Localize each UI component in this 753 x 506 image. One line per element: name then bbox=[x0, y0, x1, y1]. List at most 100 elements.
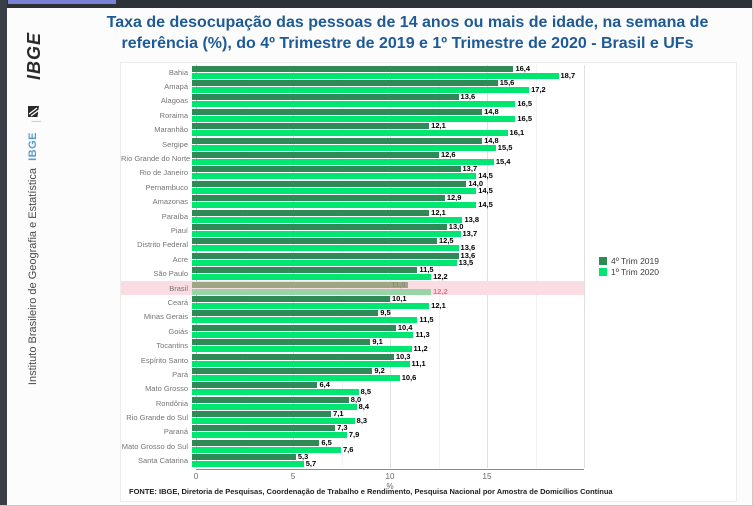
bar-line: 12,1 bbox=[192, 208, 584, 216]
gridline bbox=[244, 65, 246, 468]
bar-1trim-2020[interactable] bbox=[192, 360, 410, 367]
gridlines bbox=[196, 65, 585, 468]
bar-1trim-2020[interactable] bbox=[192, 302, 430, 309]
bar-4trim-2019[interactable] bbox=[192, 281, 408, 288]
bar-1trim-2020[interactable] bbox=[192, 418, 355, 425]
bar-4trim-2019[interactable] bbox=[192, 195, 445, 202]
bar-value-label: 15,5 bbox=[497, 142, 513, 152]
bar-value-label: 12,5 bbox=[439, 236, 454, 246]
chart-row: Santa Catarina 5,3 5,7 bbox=[121, 453, 584, 469]
bar-value-label: 9,5 bbox=[380, 308, 391, 318]
bar-1trim-2020[interactable] bbox=[192, 288, 432, 295]
bar-1trim-2020[interactable] bbox=[192, 446, 341, 453]
bar-1trim-2020[interactable] bbox=[192, 346, 412, 353]
bar-group: 9,2 10,6 bbox=[192, 366, 584, 381]
bar-line: 18,7 bbox=[192, 71, 584, 79]
bar-1trim-2020[interactable] bbox=[192, 101, 516, 108]
bar-1trim-2020[interactable] bbox=[192, 389, 359, 396]
bar-line: 16,4 bbox=[192, 64, 584, 72]
bar-4trim-2019[interactable] bbox=[192, 123, 430, 130]
bar-value-label: 11,3 bbox=[415, 329, 430, 339]
bar-1trim-2020[interactable] bbox=[192, 130, 508, 137]
category-label: Mato Grosso bbox=[145, 384, 188, 394]
bar-1trim-2020[interactable] bbox=[192, 202, 477, 209]
bar-4trim-2019[interactable] bbox=[192, 454, 296, 461]
bar-4trim-2019[interactable] bbox=[192, 152, 439, 159]
bar-1trim-2020[interactable] bbox=[192, 144, 496, 151]
chart-row: Minas Gerais 9,5 11,5 bbox=[121, 308, 584, 324]
bar-4trim-2019[interactable] bbox=[192, 166, 461, 173]
bar-4trim-2019[interactable] bbox=[192, 324, 396, 331]
bar-4trim-2019[interactable] bbox=[192, 223, 447, 230]
bar-1trim-2020[interactable] bbox=[192, 187, 477, 194]
chart-row: Sergipe 14,8 15,5 bbox=[121, 136, 584, 152]
bar-1trim-2020[interactable] bbox=[192, 259, 457, 266]
category-label: Paraíba bbox=[161, 211, 188, 221]
bar-4trim-2019[interactable] bbox=[192, 267, 418, 274]
bar-line: 14,0 bbox=[192, 179, 584, 187]
chart-row: Mato Grosso 6,4 8,5 bbox=[121, 381, 584, 397]
bar-value-label: 8,5 bbox=[360, 387, 372, 397]
bar-4trim-2019[interactable] bbox=[192, 396, 349, 403]
legend-entry: 4º Trim 2019 bbox=[599, 255, 659, 266]
chart: Bahia 16,4 18,7 Amapá 15,6 17,2 Alagoas 13,6 16,… bbox=[120, 62, 737, 502]
bar-4trim-2019[interactable] bbox=[192, 295, 390, 302]
bar-4trim-2019[interactable] bbox=[192, 425, 336, 432]
bar-4trim-2019[interactable] bbox=[192, 80, 498, 87]
bar-1trim-2020[interactable] bbox=[192, 403, 357, 410]
bar-1trim-2020[interactable] bbox=[192, 432, 347, 439]
sidebar-brand-name: Instituto Brasileiro de Geografia e Esta… bbox=[27, 168, 39, 386]
bar-1trim-2020[interactable] bbox=[192, 317, 418, 324]
bar-value-label: 6,5 bbox=[321, 437, 332, 447]
bar-1trim-2020[interactable] bbox=[192, 216, 463, 223]
chart-row: Ceará 10,1 12,1 bbox=[121, 294, 584, 310]
bar-value-label: 13,8 bbox=[464, 214, 480, 224]
bar-value-label: 5,7 bbox=[305, 459, 317, 469]
bar-4trim-2019[interactable] bbox=[192, 209, 430, 216]
bar-1trim-2020[interactable] bbox=[192, 461, 304, 468]
bar-4trim-2019[interactable] bbox=[192, 339, 371, 346]
bar-4trim-2019[interactable] bbox=[192, 65, 514, 72]
bar-value-label: 12,1 bbox=[431, 300, 446, 310]
category-label: Rio de Janeiro bbox=[139, 168, 188, 178]
bar-4trim-2019[interactable] bbox=[192, 108, 483, 115]
bar-4trim-2019[interactable] bbox=[192, 382, 318, 389]
bar-4trim-2019[interactable] bbox=[192, 310, 379, 317]
chart-row: Maranhão 12,1 16,1 bbox=[121, 122, 584, 137]
bar-1trim-2020[interactable] bbox=[192, 87, 530, 94]
bar-1trim-2020[interactable] bbox=[192, 115, 516, 122]
bar-1trim-2020[interactable] bbox=[192, 274, 432, 281]
bar-4trim-2019[interactable] bbox=[192, 353, 394, 360]
bar-line: 7,3 bbox=[192, 424, 584, 432]
bar-4trim-2019[interactable] bbox=[192, 180, 467, 187]
legend-entry: 1º Trim 2020 bbox=[599, 266, 659, 277]
bar-4trim-2019[interactable] bbox=[192, 252, 459, 259]
legend-label: 4º Trim 2019 bbox=[611, 255, 659, 266]
bar-value-label: 8,3 bbox=[356, 416, 368, 426]
bar-1trim-2020[interactable] bbox=[192, 72, 559, 79]
bar-1trim-2020[interactable] bbox=[192, 245, 459, 252]
bar-4trim-2019[interactable] bbox=[192, 94, 459, 101]
category-label: Maranhão bbox=[154, 125, 188, 135]
bar-group: 9,5 11,5 bbox=[192, 308, 584, 324]
bar-4trim-2019[interactable] bbox=[192, 367, 373, 374]
bar-4trim-2019[interactable] bbox=[192, 238, 437, 245]
chart-row: Acre 13,6 13,5 bbox=[121, 251, 584, 267]
bar-1trim-2020[interactable] bbox=[192, 374, 400, 381]
x-axis-ticks: 0 5 10 15 bbox=[121, 472, 584, 482]
chart-row: Tocantins 9,1 11,2 bbox=[121, 338, 584, 353]
bar-4trim-2019[interactable] bbox=[192, 439, 320, 446]
bar-4trim-2019[interactable] bbox=[192, 137, 483, 144]
bar-1trim-2020[interactable] bbox=[192, 230, 461, 237]
bar-1trim-2020[interactable] bbox=[192, 173, 477, 180]
bar-group: 5,3 5,7 bbox=[192, 453, 584, 469]
bar-1trim-2020[interactable] bbox=[192, 159, 494, 166]
bar-value-label: 13,5 bbox=[458, 257, 474, 267]
page-title: Taxa de desocupação das pessoas de 14 an… bbox=[106, 14, 709, 53]
chart-row: Rio Grande do Sul 7,1 8,3 bbox=[121, 410, 584, 426]
bar-line: 11,1 bbox=[192, 359, 584, 367]
bar-1trim-2020[interactable] bbox=[192, 331, 414, 338]
bar-line: 13,5 bbox=[192, 257, 584, 267]
bar-4trim-2019[interactable] bbox=[192, 411, 332, 418]
chart-row: Mato Grosso do Sul 6,5 7,6 bbox=[121, 437, 584, 453]
